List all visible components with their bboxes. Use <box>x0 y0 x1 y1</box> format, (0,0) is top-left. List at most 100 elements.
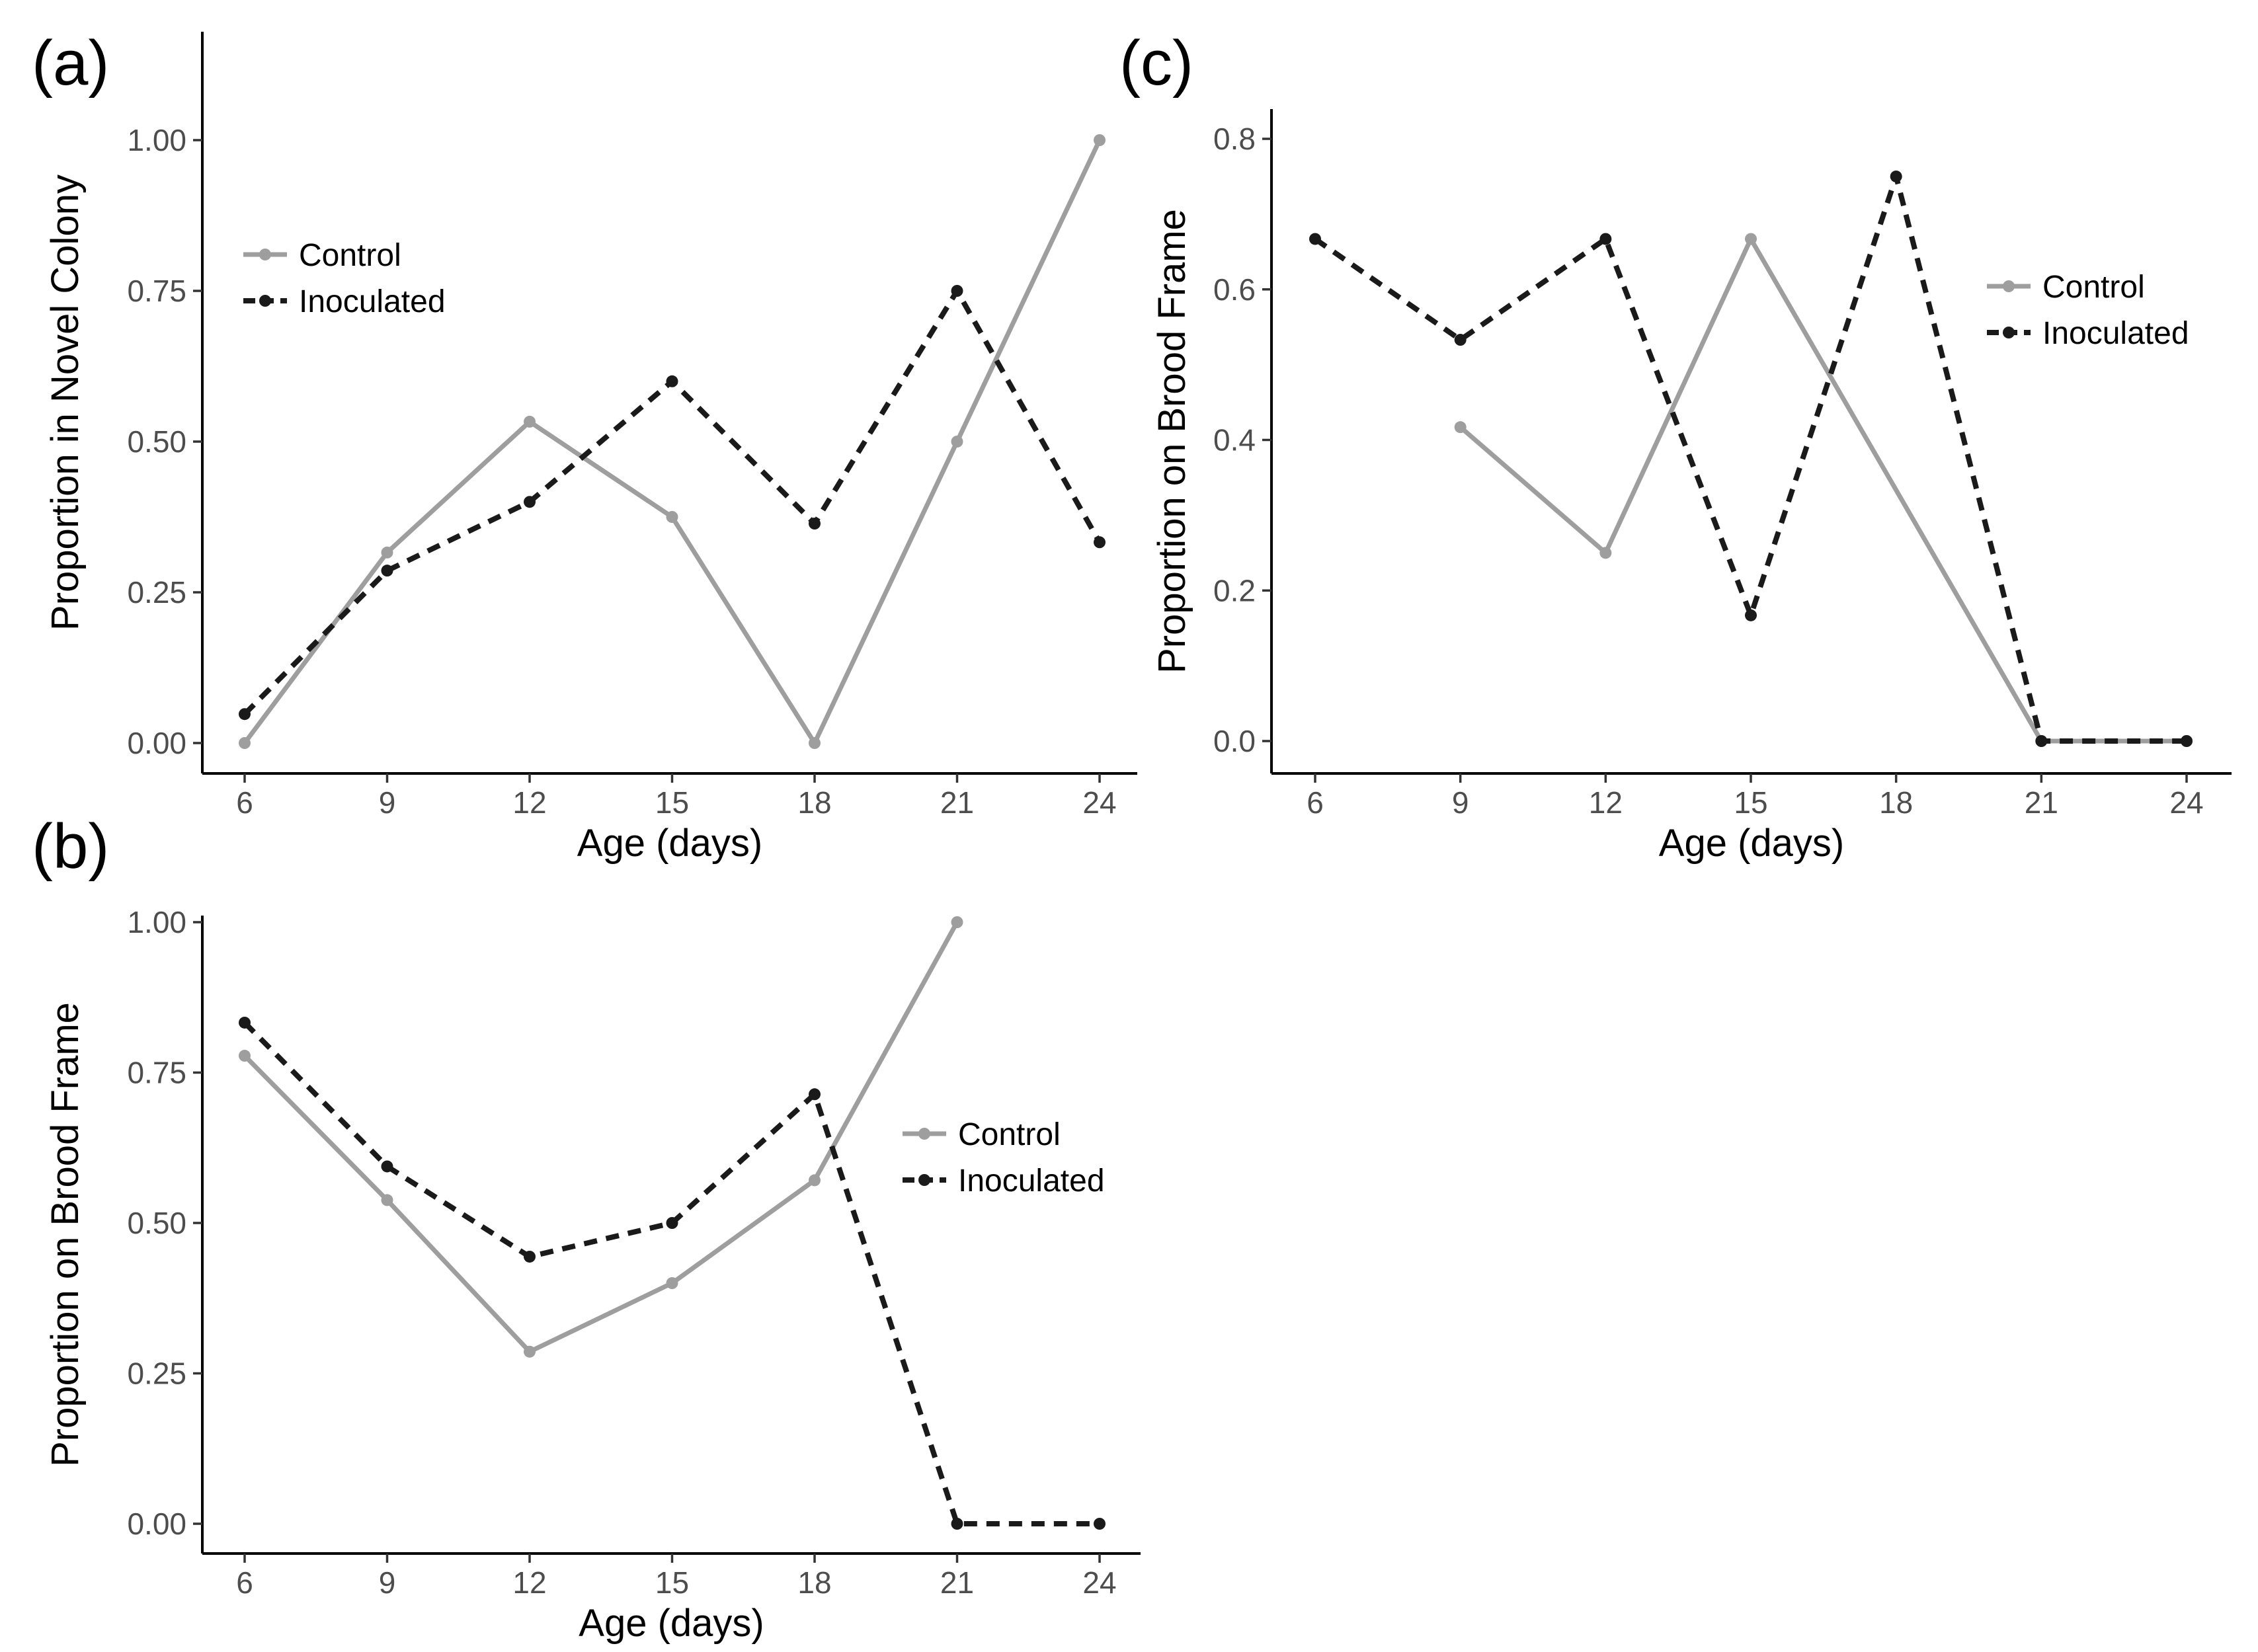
legend-marker <box>2003 327 2015 338</box>
data-point-control <box>524 415 536 428</box>
legend-item-inoculated: Inoculated <box>903 1163 1105 1199</box>
data-point-inoculated <box>524 496 536 508</box>
data-point-control <box>524 1345 536 1358</box>
x-tick-label: 18 <box>797 1565 831 1600</box>
data-point-inoculated <box>951 285 963 297</box>
data-point-control <box>666 1277 678 1289</box>
data-point-inoculated <box>809 1088 821 1101</box>
x-tick-label: 21 <box>940 785 974 820</box>
data-point-inoculated <box>1094 536 1106 549</box>
y-tick-label: 1.00 <box>127 905 186 939</box>
legend-marker <box>918 1128 930 1140</box>
legend-marker <box>259 295 271 307</box>
x-tick-label: 9 <box>379 1565 396 1600</box>
data-point-control <box>381 1194 393 1206</box>
y-tick-label: 0.25 <box>127 575 186 610</box>
data-point-control <box>1094 134 1106 146</box>
x-tick-label: 24 <box>1082 785 1116 820</box>
data-point-inoculated <box>666 1217 678 1229</box>
data-point-inoculated <box>951 1518 963 1530</box>
series-line-inoculated <box>243 1021 1100 1526</box>
y-tick-label: 0.25 <box>127 1357 186 1391</box>
x-tick-label: 18 <box>1879 785 1913 820</box>
legend-marker <box>2003 280 2015 292</box>
x-tick-label: 12 <box>512 1565 546 1600</box>
series-line-control <box>1459 237 2187 744</box>
data-point-inoculated <box>2181 735 2193 747</box>
x-tick-label: 12 <box>1589 785 1623 820</box>
y-tick-label: 0.50 <box>127 424 186 459</box>
data-point-control <box>1745 233 1757 245</box>
panel-label: (c) <box>1119 28 1193 98</box>
data-point-control <box>239 1050 251 1062</box>
x-tick-label: 15 <box>1734 785 1767 820</box>
y-tick-label: 0.75 <box>127 274 186 308</box>
legend-marker <box>259 249 271 260</box>
x-axis-title: Age (days) <box>579 1602 764 1645</box>
x-tick-label: 18 <box>797 785 831 820</box>
legend-item-control: Control <box>1987 270 2145 305</box>
legend-item-control: Control <box>903 1117 1061 1152</box>
y-tick-label: 0.4 <box>1213 423 1256 457</box>
legend-marker <box>918 1174 930 1186</box>
data-point-inoculated <box>1599 233 1612 245</box>
series-line-inoculated <box>1313 173 2187 744</box>
panel-label: (a) <box>32 28 109 98</box>
y-tick-label: 0.00 <box>127 726 186 760</box>
x-tick-label: 21 <box>940 1565 974 1600</box>
x-tick-label: 21 <box>2025 785 2058 820</box>
y-tick-label: 0.6 <box>1213 272 1256 307</box>
chart-panel-c: (c) 6 9 12 15 18 21 24 0.0 0.2 0.4 0.6 0.8 Age (days)… <box>1119 28 2232 865</box>
legend-item-control: Control <box>243 238 401 273</box>
data-point-control <box>809 1174 821 1187</box>
data-point-control <box>239 737 251 749</box>
series-line-inoculated <box>243 288 1102 717</box>
x-axis-title: Age (days) <box>1659 822 1844 865</box>
data-point-inoculated <box>524 1250 536 1263</box>
y-tick-label: 0.00 <box>127 1507 186 1541</box>
chart-panel-b: (b) 6 9 12 15 18 21 24 0.00 0.25 0.50 0.75 1.00 Age (… <box>32 811 1141 1645</box>
y-tick-label: 0.0 <box>1213 724 1256 758</box>
data-point-inoculated <box>666 375 678 387</box>
data-point-inoculated <box>809 518 821 530</box>
legend-item-inoculated: Inoculated <box>1987 316 2189 351</box>
x-tick-label: 6 <box>236 1565 253 1600</box>
y-tick-label: 0.75 <box>127 1056 186 1090</box>
x-tick-label: 24 <box>1082 1565 1116 1600</box>
data-point-inoculated <box>2035 735 2048 747</box>
data-point-control <box>1599 547 1612 559</box>
data-point-control <box>951 916 963 928</box>
data-point-inoculated <box>1094 1518 1106 1530</box>
x-tick-label: 15 <box>655 1565 689 1600</box>
panel-label: (b) <box>32 811 109 882</box>
x-tick-label: 6 <box>1307 785 1324 820</box>
data-point-control <box>381 546 393 559</box>
data-point-inoculated <box>239 1016 251 1029</box>
data-point-inoculated <box>1454 334 1467 346</box>
legend-label: Inoculated <box>958 1163 1105 1199</box>
y-axis-title: Proportion on Brood Frame <box>1150 209 1193 674</box>
data-point-inoculated <box>381 565 393 577</box>
legend-label: Control <box>299 238 401 273</box>
x-tick-label: 24 <box>2169 785 2203 820</box>
x-tick-label: 6 <box>236 785 253 820</box>
x-tick-label: 9 <box>379 785 396 820</box>
y-tick-label: 0.50 <box>127 1206 186 1240</box>
legend-item-inoculated: Inoculated <box>243 284 446 319</box>
data-point-inoculated <box>239 708 251 721</box>
legend-label: Inoculated <box>2042 316 2189 351</box>
data-point-control <box>951 436 963 448</box>
legend-label: Control <box>2042 270 2145 305</box>
series-line-control <box>243 921 959 1355</box>
data-point-inoculated <box>1890 170 1902 182</box>
data-point-control <box>1454 421 1467 434</box>
data-point-control <box>666 511 678 523</box>
data-point-inoculated <box>381 1160 393 1173</box>
y-tick-label: 1.00 <box>127 123 186 157</box>
x-tick-label: 9 <box>1452 785 1469 820</box>
legend-label: Inoculated <box>299 284 446 319</box>
y-axis-title: Proportion on Brood Frame <box>44 1002 87 1467</box>
series-line-control <box>243 139 1102 746</box>
legend-label: Control <box>958 1117 1061 1152</box>
